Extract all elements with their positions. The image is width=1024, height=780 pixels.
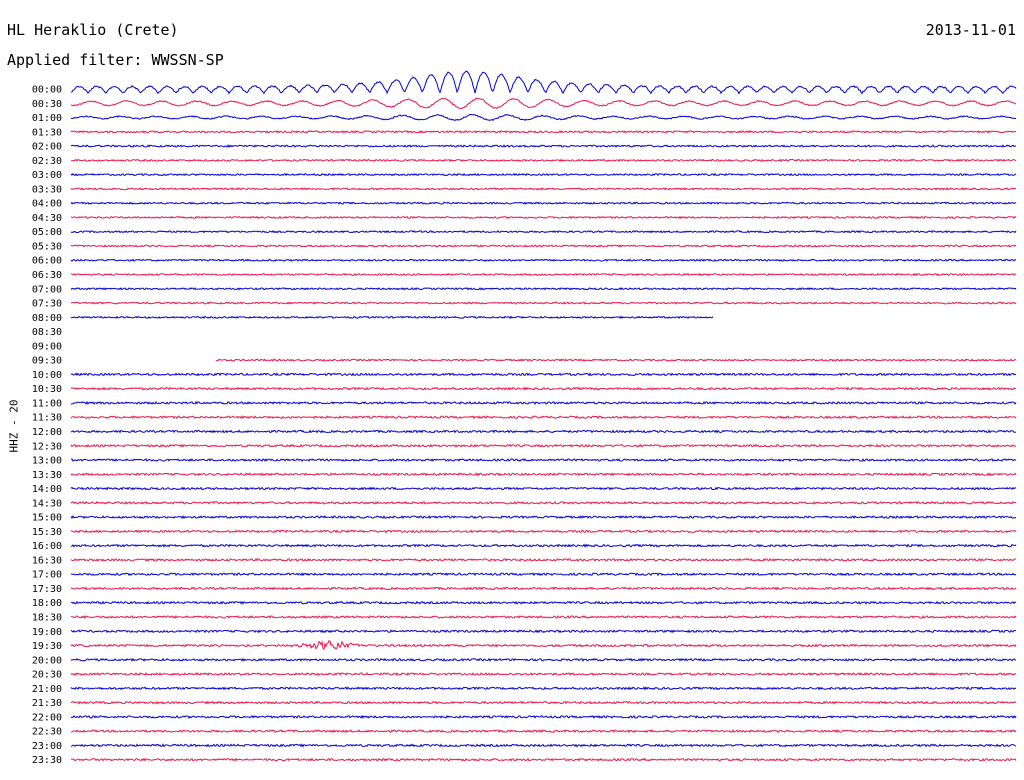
row-label: 03:30 — [32, 184, 62, 195]
trace-0030 — [71, 97, 1016, 110]
row-label: 15:00 — [32, 513, 62, 524]
row-label: 05:00 — [32, 227, 62, 238]
trace-2200 — [70, 714, 1017, 719]
row-label: 21:00 — [32, 684, 62, 695]
row-label: 11:30 — [32, 413, 62, 424]
row-label: 22:30 — [32, 727, 62, 738]
row-label: 19:00 — [32, 627, 62, 638]
row-label: 10:30 — [32, 384, 62, 395]
trace-0930 — [215, 358, 1017, 362]
row-label: 14:30 — [32, 498, 62, 509]
trace-1300 — [70, 458, 1017, 462]
trace-0430 — [70, 215, 1017, 220]
filter-label: Applied filter: WWSSN-SP — [7, 51, 224, 69]
trace-1030 — [70, 386, 1017, 391]
trace-1700 — [70, 572, 1017, 577]
row-label: 20:30 — [32, 670, 62, 681]
trace-1200 — [70, 429, 1017, 434]
row-label: 08:00 — [32, 313, 62, 324]
row-label: 09:30 — [32, 356, 62, 367]
row-label: 08:30 — [32, 327, 62, 338]
trace-1600 — [70, 543, 1017, 548]
row-label: 03:00 — [32, 170, 62, 181]
row-label: 09:00 — [32, 341, 62, 352]
trace-1900 — [70, 629, 1017, 634]
row-label: 15:30 — [32, 527, 62, 538]
row-label: 01:00 — [32, 113, 62, 124]
row-label: 02:30 — [32, 156, 62, 167]
trace-1400 — [70, 486, 1016, 491]
trace-1500 — [70, 514, 1017, 520]
trace-2000 — [70, 657, 1016, 662]
row-label: 20:00 — [32, 655, 62, 666]
trace-1630 — [70, 557, 1017, 562]
trace-0630 — [70, 272, 1017, 277]
trace-0530 — [70, 244, 1017, 248]
row-label: 16:30 — [32, 555, 62, 566]
trace-0700 — [70, 287, 1017, 291]
row-label: 18:30 — [32, 612, 62, 623]
row-label: 00:00 — [32, 85, 62, 96]
row-label: 13:30 — [32, 470, 62, 481]
trace-0300 — [70, 172, 1017, 177]
trace-1930 — [70, 640, 1017, 650]
row-label: 14:00 — [32, 484, 62, 495]
trace-1000 — [70, 372, 1017, 377]
row-label: 06:00 — [32, 256, 62, 267]
trace-1330 — [70, 472, 1017, 477]
trace-1800 — [70, 600, 1017, 605]
row-label: 07:30 — [32, 299, 62, 310]
row-label: 00:30 — [32, 99, 62, 110]
row-label: 11:00 — [32, 398, 62, 409]
trace-0730 — [71, 301, 1017, 305]
trace-0200 — [70, 144, 1017, 148]
row-label: 19:30 — [32, 641, 62, 652]
row-label: 18:00 — [32, 598, 62, 609]
trace-1230 — [70, 443, 1017, 448]
trace-2330 — [70, 757, 1017, 762]
trace-2030 — [70, 671, 1017, 677]
trace-0400 — [70, 201, 1017, 205]
trace-1830 — [70, 614, 1017, 620]
trace-1130 — [70, 415, 1017, 420]
row-label: 06:30 — [32, 270, 62, 281]
row-label: 10:00 — [32, 370, 62, 381]
row-label: 07:00 — [32, 284, 62, 295]
row-label: 01:30 — [32, 127, 62, 138]
trace-0230 — [71, 158, 1017, 163]
trace-1100 — [71, 400, 1017, 405]
row-label: 16:00 — [32, 541, 62, 552]
station-title: HL Heraklio (Crete) — [7, 21, 179, 39]
row-label: 23:00 — [32, 741, 62, 752]
row-label: 04:30 — [32, 213, 62, 224]
row-label: 05:30 — [32, 241, 62, 252]
row-label: 23:30 — [32, 755, 62, 766]
trace-2130 — [70, 700, 1017, 705]
trace-0600 — [70, 258, 1017, 262]
trace-2230 — [70, 729, 1017, 734]
record-date: 2013-11-01 — [925, 21, 1016, 39]
trace-0500 — [70, 230, 1017, 234]
trace-1530 — [70, 529, 1017, 534]
row-label: 02:00 — [32, 142, 62, 153]
row-label: 21:30 — [32, 698, 62, 709]
row-label: 22:00 — [32, 712, 62, 723]
row-label: 17:00 — [32, 570, 62, 581]
trace-0100 — [70, 113, 1016, 121]
trace-2300 — [70, 743, 1017, 748]
trace-0000 — [70, 70, 1017, 95]
trace-0130 — [70, 129, 1017, 134]
trace-1730 — [70, 586, 1017, 591]
trace-1430 — [70, 500, 1017, 505]
trace-0800 — [70, 315, 714, 320]
trace-2100 — [70, 686, 1017, 691]
row-label: 12:30 — [32, 441, 62, 452]
row-label: 13:00 — [32, 456, 62, 467]
row-label: 12:00 — [32, 427, 62, 438]
row-label: 17:30 — [32, 584, 62, 595]
trace-0330 — [70, 187, 1017, 191]
row-label: 04:00 — [32, 199, 62, 210]
